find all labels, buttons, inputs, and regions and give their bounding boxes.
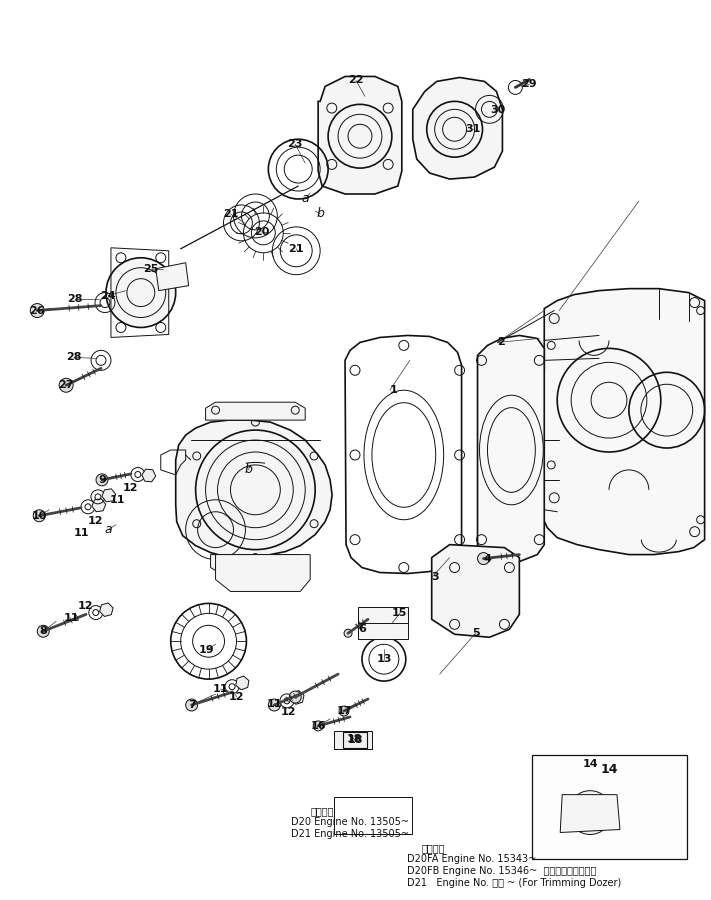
Bar	[533, 755, 687, 860]
Text: b: b	[316, 207, 324, 220]
Polygon shape	[156, 263, 188, 291]
Text: 20: 20	[254, 227, 269, 237]
Text: 適用影号: 適用影号	[310, 806, 333, 816]
Text: 12: 12	[229, 692, 244, 702]
Text: 12: 12	[123, 483, 139, 493]
Text: 8: 8	[39, 626, 47, 636]
Polygon shape	[432, 544, 519, 637]
Polygon shape	[236, 676, 249, 689]
Polygon shape	[100, 603, 113, 616]
Circle shape	[186, 699, 198, 711]
Polygon shape	[560, 795, 620, 833]
Polygon shape	[413, 77, 503, 179]
Text: 29: 29	[521, 79, 537, 89]
Circle shape	[37, 626, 49, 637]
Polygon shape	[318, 76, 402, 194]
Text: 11: 11	[110, 495, 126, 505]
Text: 21: 21	[289, 244, 304, 254]
Circle shape	[339, 706, 349, 716]
Circle shape	[289, 691, 301, 703]
Text: 27: 27	[58, 381, 74, 391]
Text: 30: 30	[490, 105, 505, 115]
Text: D20 Engine No. 13505~: D20 Engine No. 13505~	[292, 816, 410, 826]
Text: a: a	[104, 523, 112, 536]
Text: 22: 22	[348, 76, 364, 86]
Polygon shape	[176, 420, 332, 558]
Text: 15: 15	[392, 608, 407, 618]
Circle shape	[31, 303, 44, 318]
Text: 28: 28	[68, 293, 83, 303]
Text: D20FB Engine No. 15346~  トリミングドーザ用: D20FB Engine No. 15346~ トリミングドーザ用	[407, 867, 597, 877]
Text: 24: 24	[100, 291, 116, 301]
Text: D21   Engine No. ・・ ~ (For Trimming Dozer): D21 Engine No. ・・ ~ (For Trimming Dozer)	[407, 878, 621, 888]
Polygon shape	[291, 690, 304, 705]
Polygon shape	[215, 554, 310, 591]
Circle shape	[313, 721, 323, 731]
Text: 14: 14	[600, 763, 618, 776]
Text: 28: 28	[66, 353, 82, 363]
Circle shape	[344, 629, 352, 637]
Text: 11: 11	[213, 684, 228, 694]
Text: 26: 26	[29, 305, 45, 316]
Circle shape	[33, 509, 46, 522]
Text: 17: 17	[336, 706, 352, 716]
Polygon shape	[210, 554, 300, 573]
Circle shape	[478, 553, 489, 564]
Text: 7: 7	[188, 700, 196, 710]
Text: 適用影号: 適用影号	[422, 843, 445, 853]
Text: 6: 6	[358, 625, 366, 634]
Bar	[334, 731, 372, 749]
Text: 31: 31	[465, 124, 480, 134]
Text: 18: 18	[346, 734, 362, 744]
Text: 12: 12	[281, 707, 296, 717]
Text: 10: 10	[31, 510, 47, 521]
Circle shape	[59, 378, 73, 392]
Circle shape	[106, 257, 176, 328]
Text: 11: 11	[63, 613, 79, 624]
Text: 19: 19	[199, 645, 215, 655]
Text: 14: 14	[582, 759, 598, 769]
Text: 11: 11	[267, 699, 282, 709]
Text: b: b	[245, 464, 252, 476]
Bar	[343, 732, 367, 748]
Polygon shape	[539, 289, 705, 554]
Text: 21: 21	[223, 209, 238, 219]
Bar	[334, 796, 412, 834]
Text: 11: 11	[73, 527, 89, 537]
Text: 12: 12	[87, 516, 103, 526]
Text: 12: 12	[77, 601, 93, 611]
Text: D20FA Engine No. 15343~: D20FA Engine No. 15343~	[407, 854, 536, 864]
Text: 23: 23	[287, 140, 303, 149]
Text: 25: 25	[143, 264, 159, 274]
Polygon shape	[205, 402, 305, 420]
Text: a: a	[301, 193, 309, 205]
Circle shape	[96, 474, 108, 486]
Text: 3: 3	[432, 572, 439, 582]
Text: 4: 4	[483, 554, 491, 563]
Text: 2: 2	[498, 338, 506, 347]
Text: 1: 1	[390, 385, 397, 395]
Text: D21 Engine No. 13505~: D21 Engine No. 13505~	[292, 829, 410, 839]
Text: 18: 18	[347, 735, 363, 745]
Text: 13: 13	[376, 654, 392, 664]
Polygon shape	[92, 499, 106, 512]
Circle shape	[568, 791, 612, 834]
Text: 16: 16	[310, 721, 326, 731]
Bar	[358, 608, 408, 639]
Circle shape	[268, 699, 280, 711]
Text: 5: 5	[471, 628, 479, 638]
Polygon shape	[141, 469, 156, 482]
Polygon shape	[102, 489, 116, 502]
Polygon shape	[478, 336, 544, 562]
Text: 9: 9	[98, 475, 106, 485]
